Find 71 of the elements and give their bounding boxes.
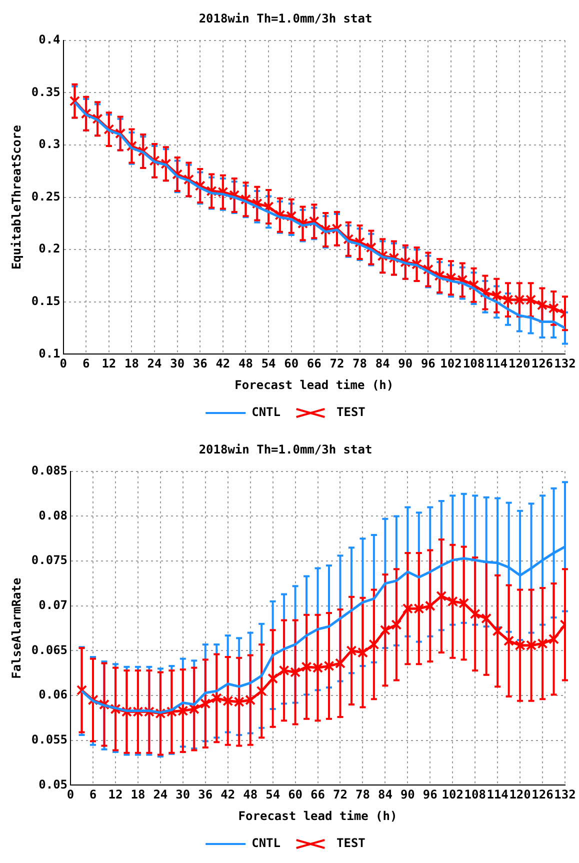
y-tick-label: 0.35	[31, 84, 60, 99]
x-tick-label: 0	[60, 356, 67, 371]
chart-title: 2018win Th=1.0mm/3h stat	[198, 442, 372, 456]
x-axis-title: Forecast lead time (h)	[238, 808, 398, 823]
x-tick-label: 12	[102, 356, 116, 371]
x-tick-label: 102	[442, 788, 464, 802]
y-tick-label: 0.055	[31, 732, 68, 746]
x-tick-label: 102	[440, 356, 462, 371]
x-tick-label: 78	[355, 788, 370, 802]
x-tick-label: 54	[266, 788, 280, 802]
x-tick-label: 120	[509, 788, 531, 802]
legend-label: CNTL	[252, 405, 281, 420]
x-tick-label: 36	[192, 356, 208, 371]
y-axis-title: EquitableThreatScore	[9, 125, 24, 270]
x-tick-label: 54	[261, 356, 276, 371]
x-tick-label: 114	[486, 356, 508, 371]
y-tick-label: 0.3	[38, 137, 60, 152]
chart-title: 2018win Th=1.0mm/3h stat	[198, 11, 372, 26]
x-tick-label: 108	[462, 356, 485, 371]
x-tick-label: 84	[378, 788, 392, 802]
x-tick-label: 84	[375, 356, 390, 371]
y-tick-label: 0.065	[31, 642, 68, 657]
x-tick-label: 24	[147, 356, 162, 371]
legend-label: TEST	[336, 836, 366, 850]
x-tick-label: 18	[124, 356, 139, 371]
y-tick-label: 0.25	[31, 189, 60, 204]
y-tick-label: 0.1	[38, 346, 60, 360]
x-tick-label: 42	[220, 788, 236, 802]
x-tick-label: 30	[170, 356, 185, 371]
x-tick-label: 24	[153, 788, 168, 802]
x-tick-label: 6	[82, 356, 90, 371]
x-tick-label: 96	[422, 788, 438, 802]
x-tick-label: 60	[284, 356, 299, 371]
x-tick-label: 78	[352, 356, 367, 371]
x-tick-label: 114	[486, 788, 508, 802]
x-tick-label: 6	[89, 788, 97, 802]
x-tick-label: 90	[398, 356, 413, 371]
y-tick-label: 0.075	[31, 553, 68, 568]
x-tick-label: 66	[306, 356, 322, 371]
x-tick-label: 126	[531, 356, 554, 371]
x-tick-label: 72	[333, 788, 348, 802]
x-axis-title: Forecast lead time (h)	[234, 378, 394, 392]
y-axis-title: FalseAlarmRate	[9, 578, 24, 679]
x-tick-label: 18	[130, 788, 146, 802]
x-tick-label: 108	[464, 788, 486, 802]
y-tick-label: 0.085	[31, 464, 68, 478]
x-tick-label: 48	[238, 356, 253, 371]
y-tick-label: 0.4	[38, 32, 60, 47]
y-tick-label: 0.15	[31, 294, 60, 308]
x-tick-label: 12	[108, 788, 123, 802]
x-tick-label: 42	[216, 356, 230, 371]
x-tick-label: 90	[400, 788, 415, 802]
y-tick-label: 0.05	[38, 777, 68, 792]
x-tick-label: 132	[554, 788, 576, 802]
x-tick-label: 30	[176, 788, 190, 802]
y-tick-label: 0.07	[38, 598, 68, 612]
x-tick-label: 48	[243, 788, 258, 802]
x-tick-label: 132	[554, 356, 576, 371]
x-tick-label: 96	[420, 356, 436, 371]
y-tick-label: 0.06	[38, 688, 68, 702]
y-tick-label: 0.08	[38, 508, 68, 522]
x-tick-label: 0	[66, 788, 74, 802]
legend-label: CNTL	[252, 836, 281, 850]
x-tick-label: 36	[198, 788, 213, 802]
x-tick-label: 60	[288, 788, 303, 802]
y-tick-label: 0.2	[38, 242, 60, 256]
x-tick-label: 72	[330, 356, 344, 371]
x-tick-label: 120	[508, 356, 530, 371]
legend-label: TEST	[336, 405, 366, 420]
x-tick-label: 126	[532, 788, 554, 802]
x-tick-label: 66	[310, 788, 325, 802]
